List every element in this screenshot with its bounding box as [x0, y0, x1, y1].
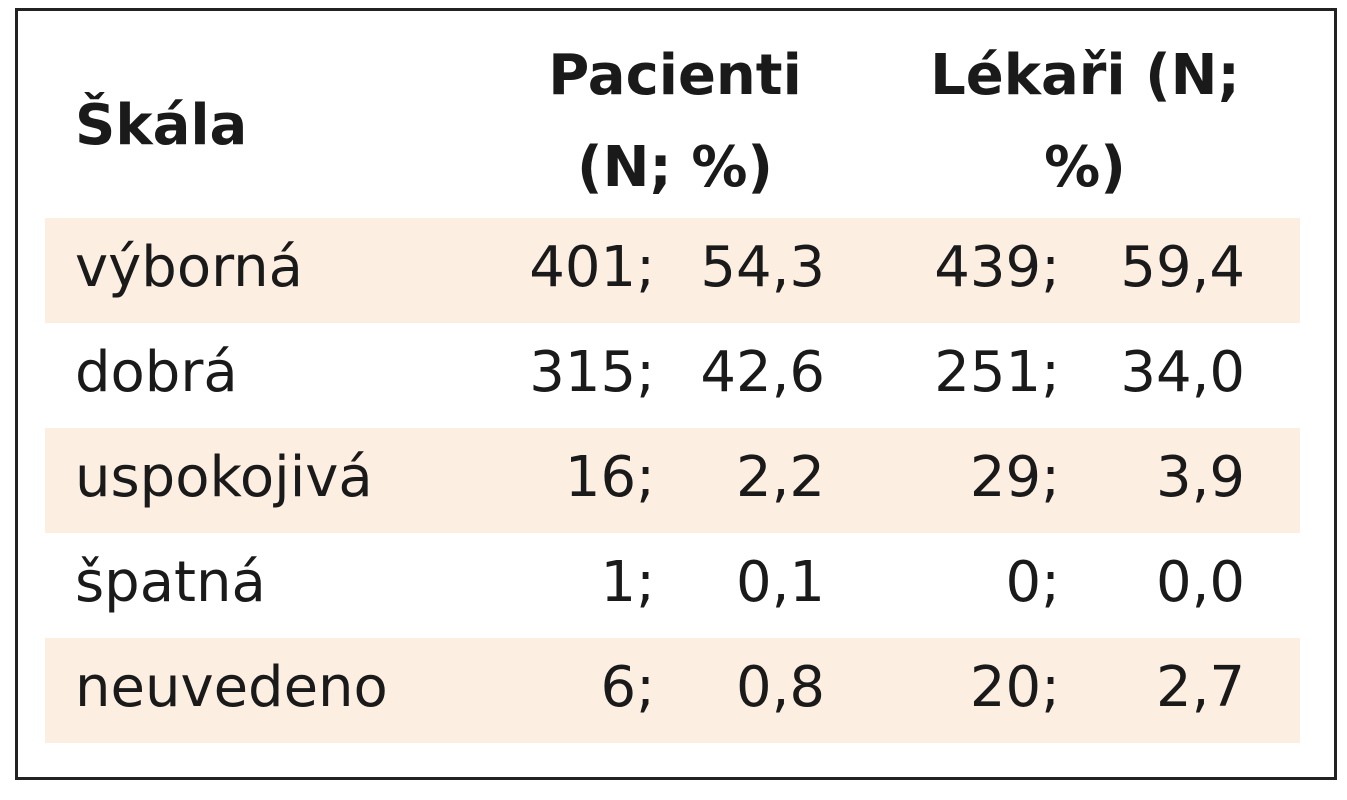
value-cell: 251;: [934, 339, 1060, 405]
header-cell: Škála: [75, 93, 248, 158]
value-cell: 16;: [564, 444, 655, 510]
value-cell: 2,7: [1155, 654, 1245, 720]
value-cell: 315;: [529, 339, 655, 405]
row-label: špatná: [75, 549, 266, 615]
row-label: dobrá: [75, 339, 238, 405]
row-stripe: [45, 428, 1300, 533]
row-stripe: [45, 218, 1300, 323]
row-label: neuvedeno: [75, 654, 388, 720]
value-cell: 0,1: [735, 549, 825, 615]
value-cell: 34,0: [1120, 339, 1245, 405]
value-cell: 3,9: [1155, 444, 1245, 510]
row-stripe: [45, 638, 1300, 743]
table-frame: [15, 8, 1337, 780]
value-cell: 1;: [600, 549, 656, 615]
value-cell: 6;: [600, 654, 656, 720]
value-cell: 0;: [1005, 549, 1061, 615]
value-cell: 439;: [934, 234, 1060, 300]
value-cell: 401;: [529, 234, 655, 300]
value-cell: 42,6: [700, 339, 825, 405]
value-cell: 59,4: [1120, 234, 1245, 300]
header-cell: Pacienti (N; %): [548, 43, 802, 200]
header-cell: Lékaři (N; %): [930, 43, 1240, 200]
value-cell: 20;: [969, 654, 1060, 720]
row-label: uspokojivá: [75, 444, 373, 510]
value-cell: 2,2: [735, 444, 825, 510]
value-cell: 29;: [969, 444, 1060, 510]
value-cell: 0,8: [735, 654, 825, 720]
row-label: výborná: [75, 234, 303, 300]
value-cell: 54,3: [700, 234, 825, 300]
value-cell: 0,0: [1155, 549, 1245, 615]
